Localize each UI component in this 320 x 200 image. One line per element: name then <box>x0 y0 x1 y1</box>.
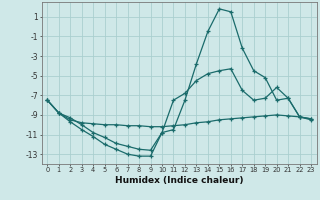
X-axis label: Humidex (Indice chaleur): Humidex (Indice chaleur) <box>115 176 244 185</box>
